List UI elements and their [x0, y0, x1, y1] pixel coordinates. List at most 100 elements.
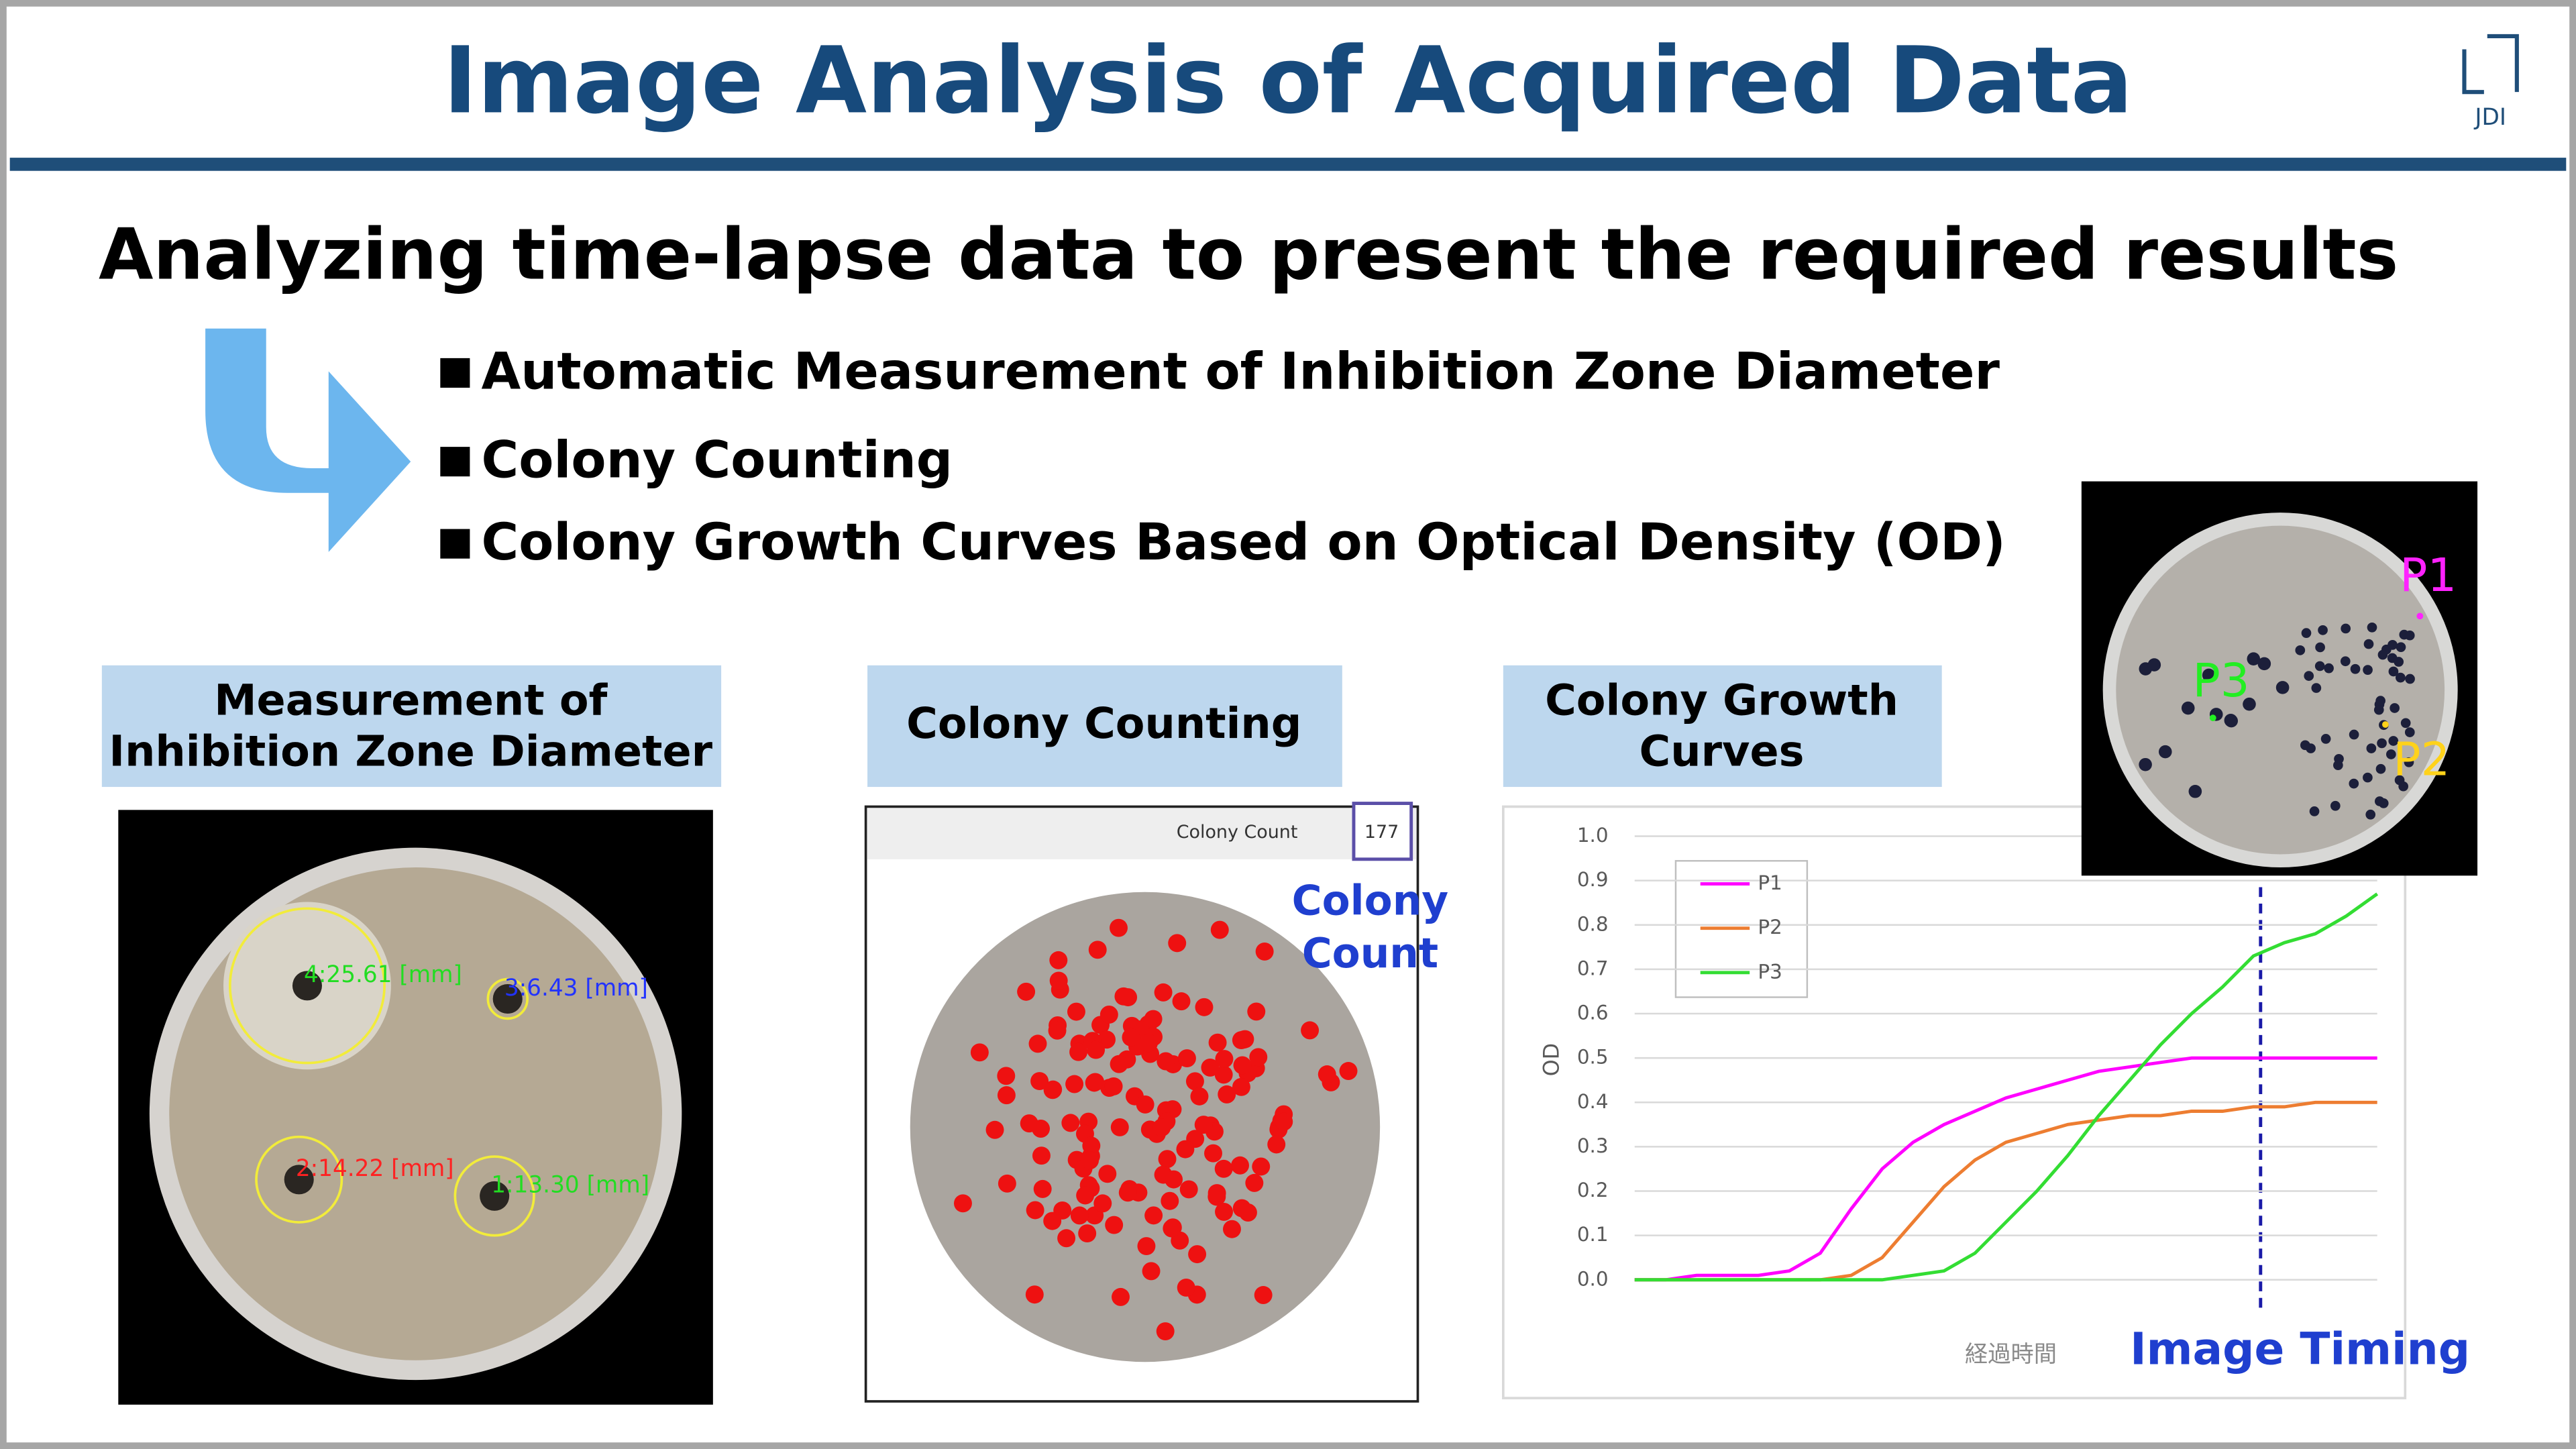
- colony-dot: [1122, 1028, 1140, 1046]
- colony: [2306, 743, 2316, 753]
- colony-dot: [997, 1067, 1016, 1085]
- colony-dot: [1188, 1245, 1207, 1264]
- title-rule: [9, 158, 2567, 171]
- od-point: [2416, 612, 2424, 620]
- y-tick-label: 0.5: [1577, 1046, 1609, 1069]
- counter-toolbar: [867, 808, 1417, 859]
- colony-dot: [1087, 1040, 1106, 1059]
- colony-dot: [1301, 1021, 1320, 1040]
- colony-dot: [1140, 1034, 1159, 1053]
- colony-dot: [1082, 1136, 1101, 1155]
- y-tick-label: 0.7: [1577, 957, 1609, 979]
- colony: [2387, 653, 2398, 663]
- colony: [2404, 630, 2415, 641]
- colony: [2377, 649, 2388, 660]
- panel-label-box: [867, 665, 1342, 788]
- zone-measure: 4:25.61 [mm]: [304, 961, 462, 988]
- colony: [2404, 727, 2415, 737]
- colony: [2375, 696, 2385, 706]
- colony-dot: [1172, 992, 1191, 1011]
- colony-dot: [1238, 1203, 1257, 1222]
- colony: [2295, 645, 2306, 655]
- colony: [2405, 674, 2415, 684]
- antibiotic-disk: [284, 1165, 314, 1195]
- y-tick-label: 0.4: [1577, 1090, 1609, 1113]
- colony-dot: [1214, 1159, 1233, 1178]
- colony-dot: [1026, 1201, 1044, 1220]
- colony: [2365, 809, 2376, 820]
- colony: [2330, 800, 2341, 811]
- colony-dot: [997, 1086, 1016, 1105]
- colony: [2349, 778, 2359, 789]
- colony-dot: [1177, 1278, 1195, 1297]
- colony: [2388, 666, 2399, 677]
- colony-dot: [1110, 918, 1128, 937]
- y-tick-label: 0.1: [1577, 1223, 1609, 1246]
- logo-mark: [2462, 34, 2519, 95]
- colony-dot: [1163, 1218, 1182, 1237]
- colony-dot: [1105, 1216, 1124, 1234]
- series-line: [1634, 892, 2379, 1282]
- colony-dot: [1114, 987, 1133, 1006]
- colony-dot: [1218, 1085, 1236, 1104]
- colony-dot: [1156, 1322, 1175, 1341]
- colony-dot: [1144, 1010, 1163, 1028]
- colony-dot: [1136, 1095, 1155, 1114]
- colony: [2363, 772, 2373, 783]
- callout: Colony: [1292, 877, 1449, 925]
- od-point-label: P1: [2400, 549, 2457, 602]
- colony: [2363, 639, 2374, 649]
- colony-dot: [1318, 1065, 1336, 1083]
- colony-dot: [1185, 1072, 1204, 1091]
- zone-measure: 1:13.30 [mm]: [491, 1172, 649, 1199]
- colony-dot: [1033, 1179, 1052, 1198]
- colony-dot: [1267, 1135, 1286, 1154]
- annotation: Image Timing: [2130, 1324, 2470, 1375]
- colony: [2139, 757, 2152, 771]
- colony-dot: [1142, 1262, 1161, 1281]
- colony-dot: [1152, 1118, 1171, 1137]
- colony-dot: [1098, 1165, 1117, 1183]
- colony-dot: [1118, 1183, 1137, 1202]
- colony-dot: [1210, 920, 1229, 939]
- y-tick-label: 1.0: [1577, 824, 1609, 847]
- colony-dot: [1231, 1156, 1249, 1175]
- panel-label: Colony Growth: [1545, 676, 1898, 726]
- colony: [2341, 623, 2351, 634]
- colony-dot: [1032, 1120, 1051, 1138]
- panel-labels: Measurement of Inhibition Zone Diameter …: [101, 665, 1942, 788]
- colony: [2324, 663, 2334, 674]
- counter-field: Colony Count: [1177, 822, 1298, 843]
- colony-dot: [1254, 1286, 1273, 1304]
- colony: [2311, 683, 2322, 693]
- colony-dot: [953, 1194, 972, 1213]
- bullet-list: Automatic Measurement of Inhibition Zone…: [440, 341, 2006, 572]
- colony-dot: [1028, 1034, 1047, 1053]
- colony-dot: [985, 1120, 1004, 1139]
- colony-dot: [1070, 1206, 1089, 1225]
- legend-label: P2: [1758, 916, 1782, 938]
- od-point: [2382, 721, 2389, 728]
- colony: [2378, 798, 2389, 808]
- colony: [2243, 697, 2256, 711]
- colony-dot: [1214, 1065, 1233, 1084]
- colony-dot: [970, 1043, 989, 1062]
- antibiotic-disk: [492, 983, 523, 1014]
- colony-dot: [1067, 1002, 1085, 1021]
- zone-ring: [229, 907, 386, 1065]
- y-tick-label: 0.6: [1577, 1002, 1609, 1024]
- logo: JDI: [2462, 34, 2519, 131]
- series-line: [1634, 1056, 2377, 1282]
- colony: [2349, 729, 2359, 740]
- colony: [2388, 736, 2399, 746]
- zone-photo: 4:25.61 [mm] 3:6.43 [mm] 2:14.22 [mm] 1:13.…: [118, 810, 713, 1405]
- colony-dot: [1104, 1077, 1123, 1095]
- colony-dot: [1165, 1170, 1183, 1189]
- colony: [2394, 775, 2405, 786]
- colony-dot: [1177, 1049, 1196, 1068]
- colony-dot: [1069, 1042, 1088, 1061]
- bullet-marker: [440, 358, 470, 388]
- colony: [2387, 640, 2398, 650]
- colony-dot: [1154, 983, 1173, 1002]
- growth-chart: OD 経過時間 Image Timing 0.0 0.1 0.2 0.3 0.4 0.5 0…: [1501, 805, 2470, 1399]
